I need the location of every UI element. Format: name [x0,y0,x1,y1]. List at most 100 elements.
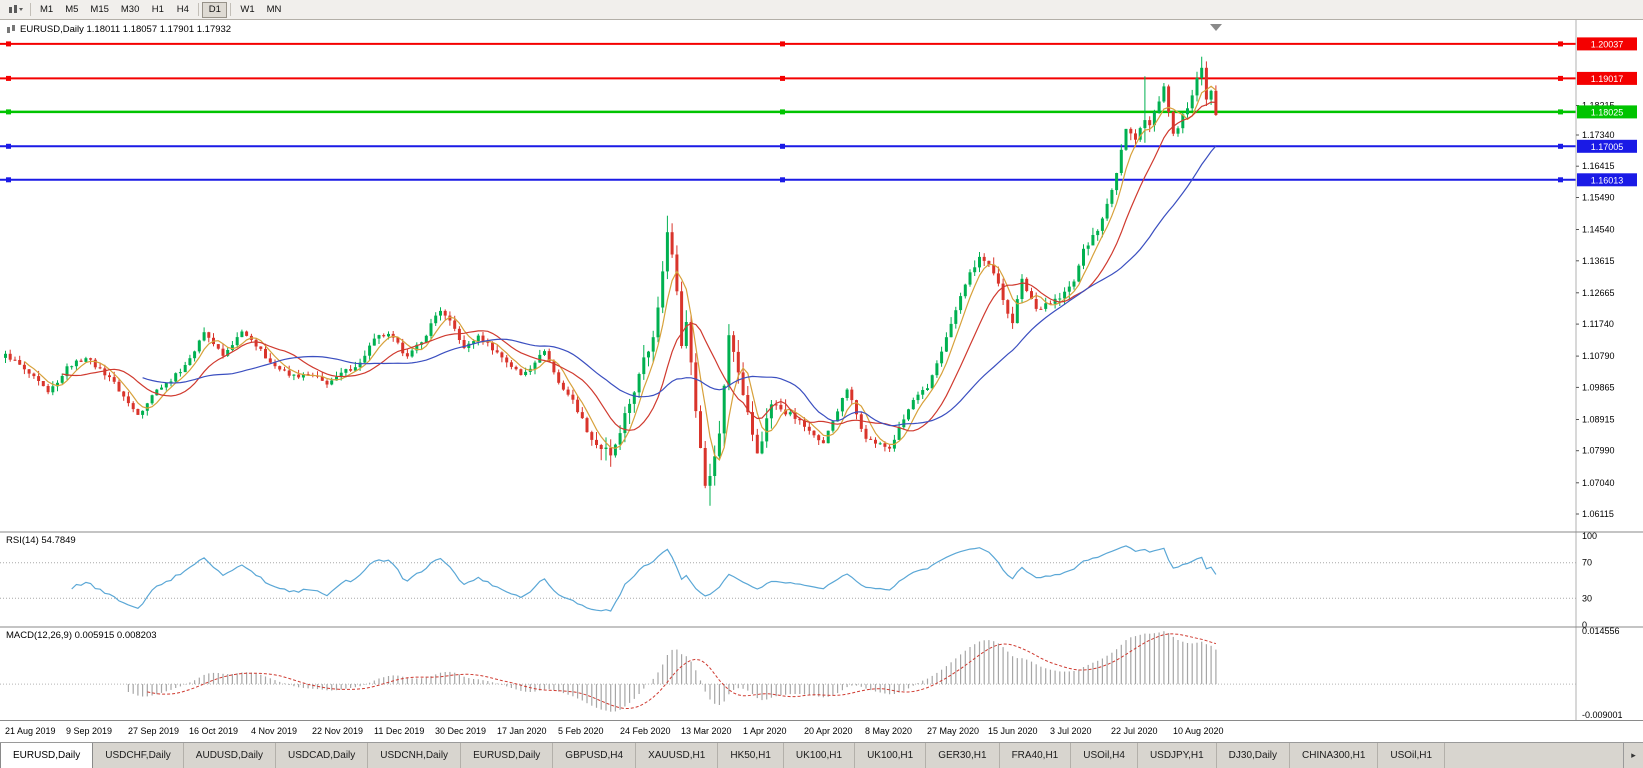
chart-tab-ger30-h1[interactable]: GER30,H1 [926,743,1000,768]
macd-axis-label-top: 0.014556 [1582,626,1620,636]
price-axis-label: 1.13615 [1582,256,1615,266]
chart-periods-icon[interactable] [4,2,27,18]
hline-handle[interactable] [1558,41,1563,47]
price-axis-label: 1.07990 [1582,446,1615,456]
svg-text:1.19017: 1.19017 [1591,74,1624,84]
time-axis-label: 10 Aug 2020 [1173,726,1224,736]
time-axis-label: 15 Jun 2020 [988,726,1038,736]
chart-tab-xauusd-h1[interactable]: XAUUSD,H1 [636,743,719,768]
chart-tab-usoil-h1[interactable]: USOil,H1 [1378,743,1446,768]
chart-tab-usdcad-daily[interactable]: USDCAD,Daily [276,743,369,768]
macd-signal-line [147,633,1217,709]
chart-tabbar: EURUSD,Daily USDCHF,Daily AUDUSD,Daily USDC… [0,742,1643,768]
price-axis-label: 1.17340 [1582,130,1615,140]
toolbar-separator [230,3,232,16]
chart-tab-eurusd-daily[interactable]: EURUSD,Daily [461,743,554,768]
chart-background[interactable] [0,20,1643,720]
ma-line-slow [142,145,1217,427]
timeframe-toolbar: M1 M5 M15 M30 H1 H4 D1 W1 MN [0,0,1643,20]
hline-handle[interactable] [780,143,785,149]
svg-text:1.16013: 1.16013 [1591,175,1624,185]
chart-tab-eurusd-daily[interactable]: EURUSD,Daily [0,743,94,768]
time-axis-label: 27 May 2020 [927,726,980,736]
chart-tab-uk100-h1[interactable]: UK100,H1 [784,743,856,768]
hline-handle[interactable] [6,177,11,183]
time-axis-label: 27 Sep 2019 [128,726,180,736]
hline-handle[interactable] [780,177,785,183]
hline-handle[interactable] [1558,177,1563,183]
svg-text:1.17005: 1.17005 [1591,142,1624,152]
timeframe-button-m1[interactable]: M1 [34,2,59,18]
chart-tab-china300-h1[interactable]: CHINA300,H1 [1290,743,1379,768]
time-axis-label: 30 Dec 2019 [435,726,487,736]
chart-tab-audusd-daily[interactable]: AUDUSD,Daily [184,743,277,768]
chart-tab-usdjpy-h1[interactable]: USDJPY,H1 [1138,743,1217,768]
timeframe-button-m5[interactable]: M5 [59,2,84,18]
time-axis-label: 24 Feb 2020 [620,726,671,736]
time-axis-label: 22 Nov 2019 [312,726,364,736]
timeframe-button-mn[interactable]: MN [261,2,288,18]
chart-shift-marker[interactable] [1210,24,1222,31]
price-axis-label: 1.10790 [1582,351,1615,361]
time-axis-label: 21 Aug 2019 [5,726,56,736]
svg-text:1.20037: 1.20037 [1591,39,1624,49]
timeframe-button-h4[interactable]: H4 [170,2,195,18]
chart-tab-dj30-daily[interactable]: DJ30,Daily [1217,743,1291,768]
candlestick-glyph-icon [9,5,23,13]
price-axis-label: 1.07040 [1582,478,1615,488]
hline-handle[interactable] [780,41,785,47]
timeframe-button-h1[interactable]: H1 [145,2,170,18]
price-hline[interactable] [0,109,1576,115]
chart-area[interactable]: 1.182151.173401.164151.154901.145401.136… [0,20,1643,720]
price-hline[interactable] [0,75,1576,81]
chart-tab-fra40-h1[interactable]: FRA40,H1 [1000,743,1072,768]
timeframe-button-m30[interactable]: M30 [115,2,145,18]
time-axis: 21 Aug 2019 9 Sep 2019 27 Sep 2019 16 Oct 2… [0,720,1643,742]
price-hline[interactable] [0,177,1576,183]
time-axis-label: 22 Jul 2020 [1111,726,1158,736]
chart-tab-gbpusd-h4[interactable]: GBPUSD,H4 [553,743,637,768]
price-hline[interactable] [0,143,1576,149]
hline-handle[interactable] [1558,109,1563,115]
timeframe-button-m15[interactable]: M15 [84,2,114,18]
timeframe-buttons: M1 M5 M15 M30 H1 H4 D1 W1 MN [34,0,287,20]
timeframe-button-d1[interactable]: D1 [202,1,228,18]
hline-handle[interactable] [6,75,11,81]
price-line-badge: 1.17005 [1577,139,1637,153]
chart-tab-hk50-h1[interactable]: HK50,H1 [718,743,784,768]
price-line-badge: 1.18025 [1577,105,1637,119]
chart-tab-usoil-h4[interactable]: USOil,H4 [1071,743,1138,768]
price-axis-label: 1.15490 [1582,193,1615,203]
toolbar-separator [198,3,200,16]
chart-tab-usdchf-daily[interactable]: USDCHF,Daily [93,743,184,768]
hline-handle[interactable] [780,109,785,115]
chart-canvas[interactable]: 1.182151.173401.164151.154901.145401.136… [0,20,1643,720]
price-axis-label: 1.12665 [1582,288,1615,298]
time-axis-label: 20 Apr 2020 [804,726,853,736]
timeframe-button-w1[interactable]: W1 [234,2,260,18]
hline-handle[interactable] [6,41,11,47]
price-hline[interactable] [0,41,1576,47]
rsi-axis-label: 100 [1582,531,1597,541]
time-axis-label: 13 Mar 2020 [681,726,732,736]
time-axis-label: 11 Dec 2019 [374,726,425,736]
chart-tab-usdcnh-daily[interactable]: USDCNH,Daily [368,743,462,768]
time-axis-label: 16 Oct 2019 [189,726,239,736]
ma-line-medium [62,101,1216,432]
hline-handle[interactable] [780,75,785,81]
hline-handle[interactable] [1558,143,1563,149]
price-axis-label: 1.14540 [1582,225,1615,235]
toolbar-separator [30,3,31,16]
time-axis-label: 8 May 2020 [865,726,913,736]
rsi-axis-label: 30 [1582,593,1592,603]
price-axis-label: 1.06115 [1582,509,1614,519]
price-axis-label: 1.16415 [1582,161,1615,171]
tab-scroll-right-button[interactable]: ▸ [1623,743,1643,768]
hline-handle[interactable] [6,109,11,115]
chart-tab-uk100-h1[interactable]: UK100,H1 [855,743,927,768]
price-line-badge: 1.16013 [1577,173,1637,187]
hline-handle[interactable] [6,143,11,149]
hline-handle[interactable] [1558,75,1563,81]
rsi-axis-label: 70 [1582,558,1592,568]
